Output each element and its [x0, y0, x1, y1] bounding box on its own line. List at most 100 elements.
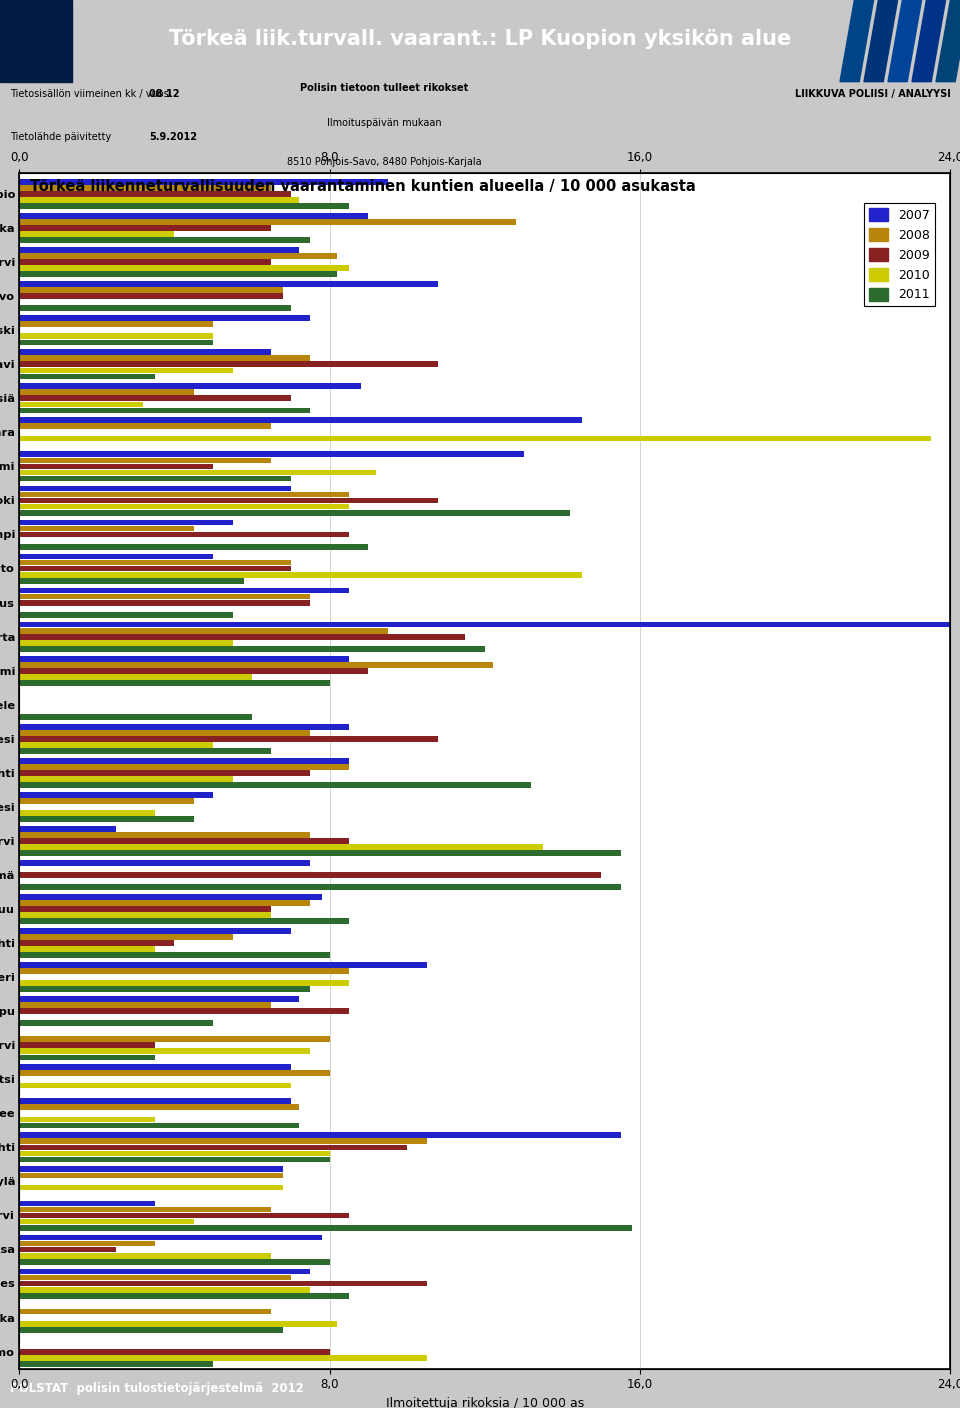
Bar — [19, 934, 232, 941]
Bar — [19, 1042, 155, 1048]
Bar — [19, 1326, 283, 1332]
Bar — [19, 220, 516, 225]
Bar — [19, 850, 620, 856]
Bar — [19, 1246, 116, 1253]
Bar — [19, 1083, 291, 1088]
Text: Tietosisällön viimeinen kk / vuosi: Tietosisällön viimeinen kk / vuosi — [10, 89, 171, 99]
Bar — [19, 946, 155, 952]
Bar — [19, 656, 349, 662]
Bar — [19, 826, 116, 832]
Text: Törkeä liikenneturvallisuuden vaarantaminen kuntien alueella / 10 000 asukasta: Törkeä liikenneturvallisuuden vaarantami… — [31, 179, 696, 194]
Bar — [19, 1308, 272, 1315]
Bar — [19, 203, 349, 210]
Bar — [19, 646, 485, 652]
Bar — [19, 1166, 283, 1173]
Bar — [19, 667, 369, 673]
Bar — [19, 969, 349, 974]
Bar — [19, 714, 252, 719]
Bar — [19, 1173, 283, 1178]
Bar — [19, 1235, 322, 1240]
Bar — [19, 1349, 329, 1354]
Bar — [19, 383, 361, 389]
Text: Polisin tietoon tulleet rikokset: Polisin tietoon tulleet rikokset — [300, 83, 468, 93]
Bar — [19, 259, 272, 265]
Bar — [19, 1287, 310, 1293]
Bar — [19, 832, 310, 838]
Bar — [19, 470, 376, 476]
Bar — [19, 1184, 283, 1190]
Bar — [19, 987, 310, 993]
Bar — [19, 860, 310, 866]
Bar — [19, 1021, 213, 1026]
Bar — [19, 1150, 329, 1156]
Bar — [19, 401, 143, 407]
Bar — [19, 339, 213, 345]
Bar — [19, 1070, 329, 1076]
Bar — [19, 1201, 155, 1207]
Bar — [19, 612, 232, 618]
Bar — [19, 1098, 291, 1104]
Bar — [19, 680, 329, 686]
Bar — [19, 674, 252, 680]
Bar — [19, 765, 349, 770]
Bar — [19, 566, 291, 572]
Bar — [19, 770, 310, 776]
Bar — [19, 497, 438, 504]
Bar — [19, 225, 272, 231]
Bar — [19, 729, 310, 735]
Bar — [19, 997, 299, 1002]
Bar — [19, 817, 194, 822]
Bar — [19, 179, 388, 184]
Bar — [19, 491, 349, 497]
Bar — [19, 1274, 291, 1280]
Bar — [19, 287, 283, 293]
Bar — [19, 639, 232, 646]
Polygon shape — [840, 0, 874, 82]
Polygon shape — [864, 0, 898, 82]
Bar — [19, 559, 291, 566]
Bar — [19, 248, 299, 253]
Text: Tietolähde päivitetty: Tietolähde päivitetty — [10, 132, 110, 142]
Bar — [19, 1008, 349, 1014]
Bar — [19, 334, 213, 339]
Bar — [19, 265, 349, 272]
Bar — [19, 321, 213, 327]
Bar — [19, 367, 232, 373]
Bar — [0, 0, 72, 82]
Bar — [19, 912, 272, 918]
Bar — [19, 758, 349, 763]
Bar — [19, 724, 349, 729]
Bar — [19, 458, 272, 463]
Bar — [19, 838, 349, 843]
Bar — [19, 1212, 349, 1218]
Bar — [19, 476, 291, 482]
Bar — [19, 980, 349, 986]
Bar — [19, 594, 310, 600]
Text: LIIKKUVA POLIISI / ANALYYSI: LIIKKUVA POLIISI / ANALYYSI — [795, 89, 950, 99]
Bar — [19, 628, 388, 634]
Bar — [19, 355, 310, 360]
Bar — [19, 424, 272, 429]
Bar — [19, 941, 175, 946]
Bar — [19, 525, 194, 531]
Bar — [19, 1122, 299, 1128]
Bar — [19, 900, 310, 905]
Bar — [19, 928, 291, 934]
Bar — [19, 306, 291, 311]
Bar — [19, 1259, 329, 1264]
Bar — [19, 748, 272, 753]
Bar — [19, 952, 329, 957]
Bar — [19, 1219, 194, 1225]
Bar — [19, 1293, 349, 1298]
Bar — [19, 452, 523, 458]
Bar — [19, 349, 272, 355]
Legend: 2007, 2008, 2009, 2010, 2011: 2007, 2008, 2009, 2010, 2011 — [864, 203, 935, 307]
Bar — [19, 872, 601, 879]
Bar — [19, 810, 155, 815]
Bar — [19, 1253, 272, 1259]
Bar — [19, 845, 543, 850]
Bar — [19, 918, 349, 924]
Bar — [19, 1354, 426, 1360]
Bar — [19, 282, 438, 287]
Bar — [19, 1139, 426, 1145]
